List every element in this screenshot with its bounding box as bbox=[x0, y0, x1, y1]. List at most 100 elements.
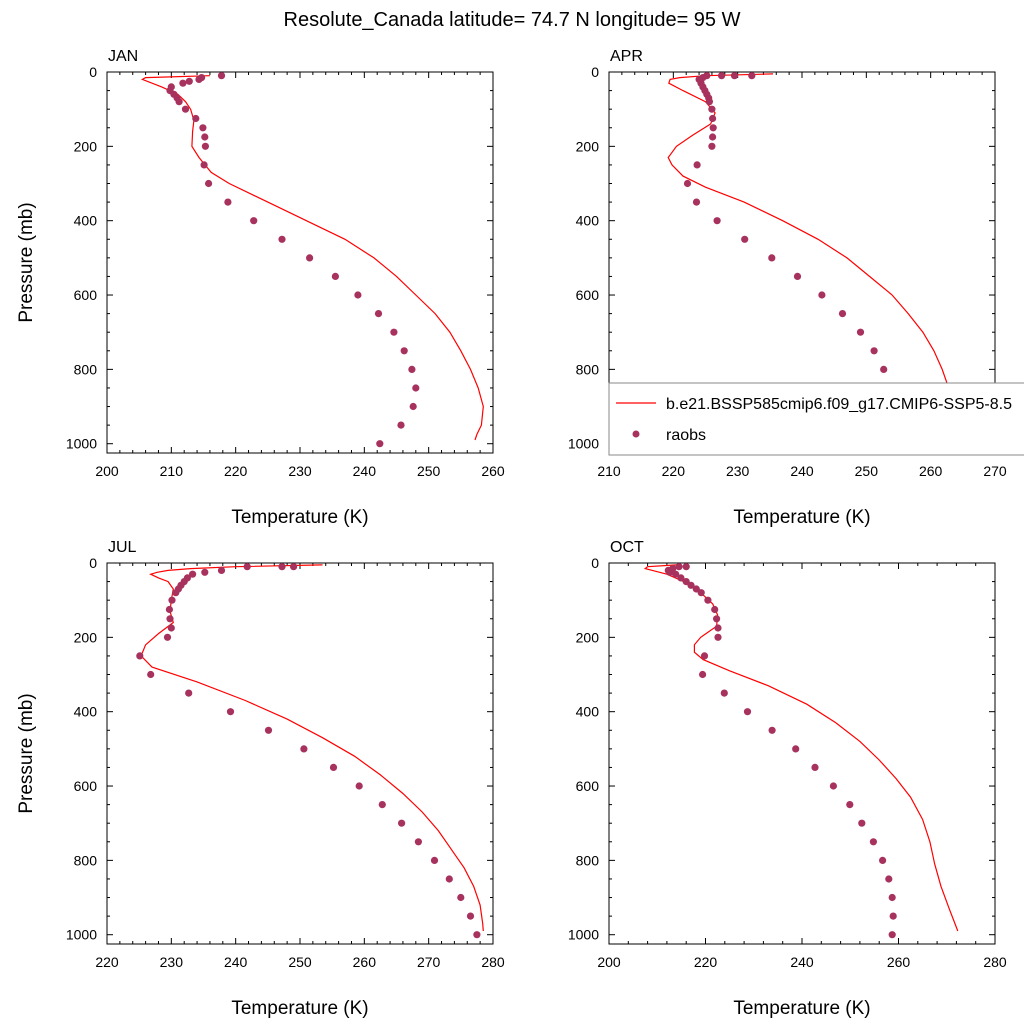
x-tick-label: 220 bbox=[224, 463, 248, 479]
raobs-point bbox=[697, 589, 705, 597]
raobs-point bbox=[390, 328, 398, 336]
raobs-point bbox=[473, 931, 481, 939]
raobs-point bbox=[711, 605, 719, 614]
raobs-point bbox=[885, 875, 893, 883]
raobs-point bbox=[398, 819, 406, 827]
raobs-point bbox=[408, 365, 416, 373]
x-tick-label: 230 bbox=[288, 463, 312, 479]
raobs-point bbox=[205, 179, 213, 188]
figure-title: Resolute_Canada latitude= 74.7 N longitu… bbox=[284, 9, 741, 31]
raobs-point bbox=[163, 633, 172, 641]
raobs-point bbox=[166, 615, 174, 623]
model-line-oct bbox=[643, 564, 959, 932]
x-tick-label: 250 bbox=[288, 954, 312, 970]
y-tick-label: 0 bbox=[89, 64, 97, 80]
raobs-point bbox=[708, 105, 716, 113]
raobs-point bbox=[374, 310, 383, 318]
raobs-point bbox=[329, 763, 338, 772]
x-tick-label: 240 bbox=[790, 954, 814, 970]
raobs-point bbox=[879, 856, 887, 865]
raobs-point bbox=[880, 365, 888, 373]
raobs-point bbox=[400, 347, 408, 355]
raobs-point bbox=[181, 105, 190, 113]
raobs-point bbox=[858, 819, 866, 827]
raobs-point bbox=[675, 563, 683, 571]
raobs-point bbox=[175, 98, 183, 106]
raobs-point bbox=[179, 79, 187, 87]
raobs-point bbox=[714, 633, 722, 641]
x-tick-label: 210 bbox=[160, 463, 184, 479]
raobs-point bbox=[741, 235, 749, 243]
legend-box bbox=[608, 382, 1024, 456]
raobs-point bbox=[672, 570, 680, 578]
panel-apr: APR 210 220 230 240 250 260 270 0 200 400 600 800 100… bbox=[568, 48, 1007, 528]
raobs-point bbox=[718, 72, 726, 80]
raobs-point bbox=[748, 72, 756, 80]
x-tick-label: 270 bbox=[417, 954, 441, 970]
y-tick-label: 400 bbox=[576, 213, 600, 229]
x-tick-label: 240 bbox=[224, 954, 248, 970]
raobs-point bbox=[699, 670, 707, 679]
y-tick-label: 200 bbox=[74, 629, 98, 645]
raobs-point bbox=[888, 931, 896, 939]
plot-frame bbox=[608, 562, 996, 945]
raobs-point bbox=[376, 440, 384, 448]
raobs-point bbox=[192, 114, 200, 123]
y-tick-label: 1000 bbox=[66, 927, 97, 943]
model-line-jul bbox=[140, 564, 484, 932]
x-tick-label: 220 bbox=[662, 463, 686, 479]
raobs-point bbox=[136, 652, 144, 660]
raobs-point bbox=[829, 782, 838, 790]
panel-label-oct: OCT bbox=[610, 539, 644, 556]
raobs-point bbox=[397, 421, 405, 429]
raobs-point bbox=[217, 72, 226, 80]
raobs-point bbox=[768, 726, 776, 734]
x-tick-label: 210 bbox=[597, 463, 621, 479]
y-tick-label: 200 bbox=[74, 138, 98, 154]
y-tick-label: 0 bbox=[591, 64, 599, 80]
raobs-point bbox=[709, 133, 717, 141]
y-tick-label: 600 bbox=[74, 778, 98, 794]
raobs-point bbox=[692, 585, 700, 593]
y-tick-label: 1000 bbox=[568, 436, 599, 452]
raobs-point bbox=[354, 291, 362, 299]
raobs-point bbox=[666, 568, 674, 576]
raobs-point bbox=[201, 568, 209, 576]
raobs-point bbox=[147, 670, 155, 679]
raobs-point bbox=[838, 310, 847, 318]
raobs-point bbox=[243, 563, 251, 571]
raobs-point bbox=[693, 161, 701, 169]
y-tick-label: 1000 bbox=[568, 927, 599, 943]
legend-line-label: b.e21.BSSP585cmip6.f09_g17.CMIP6-SSP5-8.… bbox=[666, 396, 1012, 413]
raobs-point bbox=[846, 801, 854, 809]
y-tick-label: 800 bbox=[576, 852, 600, 868]
y-tick-label: 800 bbox=[74, 361, 98, 377]
x-tick-label: 250 bbox=[855, 463, 879, 479]
raobs-point bbox=[167, 624, 175, 632]
y-tick-label: 400 bbox=[576, 704, 600, 720]
x-tick-label: 220 bbox=[95, 954, 119, 970]
panel-jan: JAN 200 210 220 230 240 250 260 0 200 400 600 800 100… bbox=[16, 48, 505, 528]
x-axis-title: Temperature (K) bbox=[733, 998, 870, 1019]
raobs-point bbox=[250, 217, 258, 225]
panel-label-jul: JUL bbox=[108, 539, 137, 556]
raobs-point bbox=[412, 384, 420, 392]
x-tick-label: 260 bbox=[887, 954, 911, 970]
raobs-point bbox=[457, 893, 465, 902]
raobs-point bbox=[743, 708, 752, 716]
x-tick-label: 270 bbox=[983, 463, 1007, 479]
raobs-point bbox=[705, 98, 714, 106]
y-axis-title: Pressure (mb) bbox=[16, 693, 37, 813]
raobs-point bbox=[683, 179, 692, 188]
raobs-point bbox=[378, 801, 386, 809]
raobs-point bbox=[199, 124, 207, 132]
raobs-point bbox=[870, 347, 878, 355]
y-tick-label: 200 bbox=[576, 138, 600, 154]
raobs-point bbox=[466, 912, 475, 920]
y-axis-title: Pressure (mb) bbox=[16, 202, 37, 322]
y-tick-label: 600 bbox=[74, 287, 98, 303]
x-tick-label: 260 bbox=[919, 463, 943, 479]
raobs-point bbox=[306, 254, 314, 262]
model-line-apr bbox=[667, 73, 952, 445]
panel-jul: JUL 220 230 240 250 260 270 280 0 200 400 600 800 100… bbox=[16, 539, 505, 1019]
